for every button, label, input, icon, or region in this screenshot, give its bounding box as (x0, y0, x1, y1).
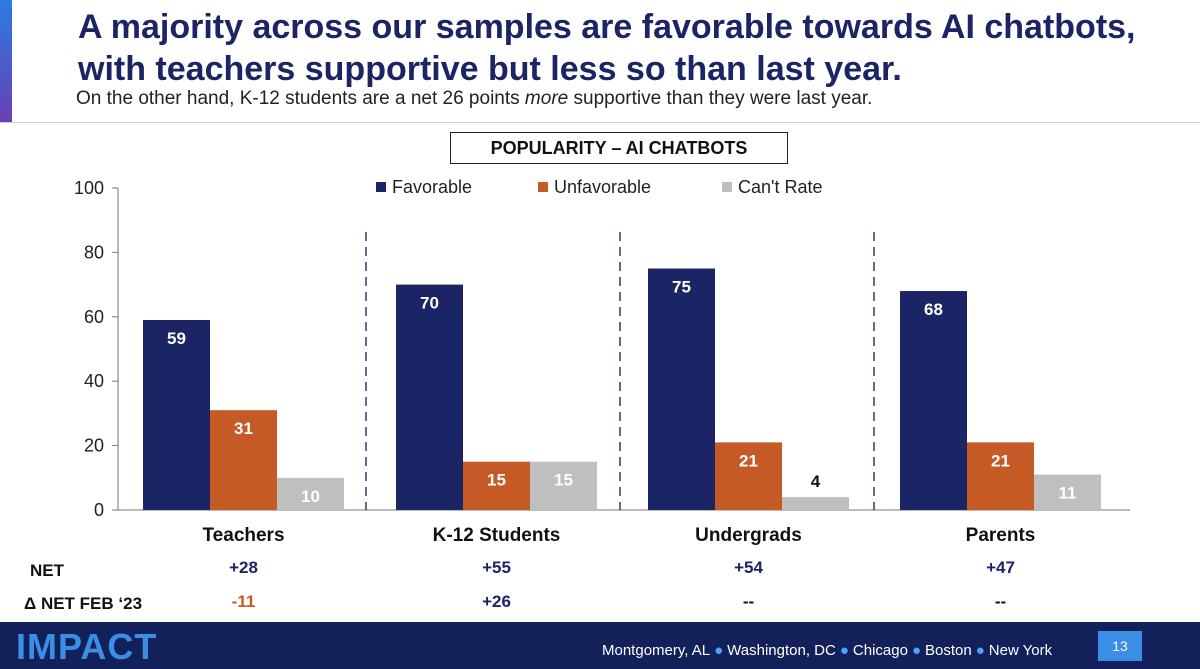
bar-can-t-rate (530, 461, 597, 510)
footer: IMPACT Montgomery, AL ● Washington, DC ● Chi… (0, 622, 1200, 669)
net-value: +55 (482, 558, 511, 577)
data-label: 68 (924, 300, 943, 319)
footer-city: Montgomery, AL (602, 642, 711, 659)
y-tick-label: 80 (84, 242, 104, 262)
accent-bar (0, 0, 12, 122)
delta-row-label: Δ NET FEB ‘23 (24, 594, 142, 613)
legend-swatch (538, 182, 548, 192)
category-label: Parents (966, 525, 1036, 546)
header-divider (0, 122, 1200, 123)
net-value: +47 (986, 558, 1015, 577)
subtitle-emphasis: more (524, 88, 569, 109)
city-separator-icon: ● (839, 642, 849, 659)
legend-label: Favorable (392, 177, 472, 197)
city-separator-icon: ● (975, 642, 985, 659)
delta-net-value: -- (743, 592, 754, 611)
y-tick-label: 40 (84, 371, 104, 391)
footer-cities: Montgomery, AL ● Washington, DC ● Chicago ● Bo… (602, 642, 1052, 659)
net-value: +28 (229, 558, 258, 577)
delta-net-value: +26 (482, 592, 511, 611)
page-number-box: 13 (1098, 622, 1200, 669)
y-tick-label: 0 (94, 500, 104, 520)
category-label: Teachers (202, 525, 284, 546)
bar-can-t-rate (277, 477, 344, 510)
category-label: K-12 Students (433, 525, 561, 546)
y-tick-label: 60 (84, 307, 104, 327)
bar-can-t-rate (782, 497, 849, 510)
bar-can-t-rate (1034, 474, 1101, 510)
delta-net-value: -11 (232, 592, 256, 611)
footer-city: Boston (925, 642, 972, 659)
data-label: 10 (301, 487, 320, 506)
data-label: 59 (167, 329, 186, 348)
bar-unfavorable (210, 410, 277, 510)
page-number: 13 (1098, 630, 1142, 661)
net-value: +54 (734, 558, 763, 577)
data-label: 15 (487, 471, 506, 490)
bar-unfavorable (463, 461, 530, 510)
bar-favorable (143, 320, 210, 510)
bar-favorable (396, 284, 463, 510)
delta-net-value: -- (995, 592, 1006, 611)
footer-city: Chicago (852, 642, 908, 659)
legend-label: Can't Rate (738, 177, 822, 197)
subtitle-part: On the other hand, K-12 students are a n… (76, 88, 525, 109)
data-label: 11 (1059, 484, 1077, 503)
footer-city: Washington, DC (727, 642, 836, 659)
bar-chart: 0 20 40 60 80 100 Favorable Unfavorable Can't Ra… (24, 177, 1130, 613)
chart-title: POPULARITY – AI CHATBOTS (450, 132, 788, 164)
legend-label: Unfavorable (554, 177, 651, 197)
footer-city: New York (988, 642, 1053, 659)
bar-favorable (900, 291, 967, 510)
legend-swatch (722, 182, 732, 192)
category-label: Undergrads (695, 525, 802, 546)
data-label: 15 (554, 471, 573, 490)
data-label: 21 (739, 451, 758, 470)
city-separator-icon: ● (911, 642, 921, 659)
bar-unfavorable (715, 442, 782, 510)
bar-favorable (648, 268, 715, 510)
city-separator-icon: ● (714, 642, 724, 659)
page-title: A majority across our samples are favora… (78, 8, 1136, 88)
impact-logo: IMPACT (16, 626, 158, 667)
data-label: 21 (991, 451, 1010, 470)
page-subtitle: On the other hand, K-12 students are a n… (76, 88, 1186, 110)
data-label: 70 (420, 294, 439, 313)
net-row-label: NET (30, 561, 65, 580)
bar-unfavorable (967, 442, 1034, 510)
data-label: 31 (234, 419, 253, 438)
data-label: 4 (811, 472, 821, 491)
y-tick-label: 100 (74, 178, 104, 198)
subtitle-part: supportive than they were last year. (568, 88, 873, 109)
data-label: 75 (672, 278, 691, 297)
y-tick-label: 20 (84, 436, 104, 456)
legend-swatch (376, 182, 386, 192)
